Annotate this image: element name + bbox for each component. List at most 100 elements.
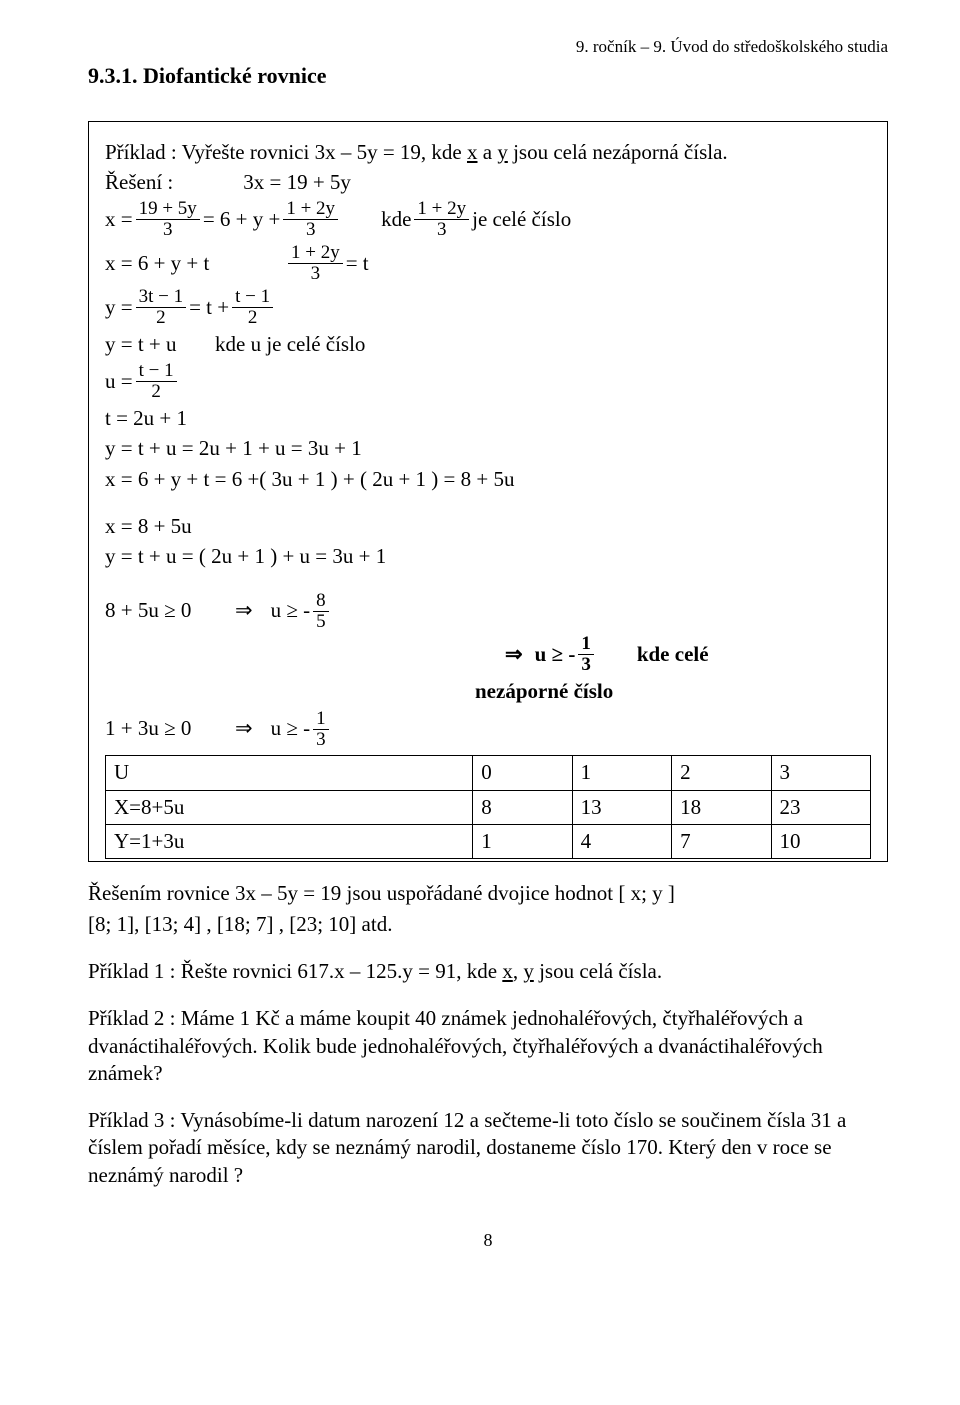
table-cell: 18 <box>672 790 771 824</box>
frac-t1-b: t − 1 2 <box>136 361 177 402</box>
table-cell: 23 <box>771 790 870 824</box>
table-cell: 3 <box>771 756 870 790</box>
solution-line-5: y = t + u kde u je celé číslo <box>105 331 871 358</box>
solution-line-9: x = 6 + y + t = 6 +( 3u + 1 ) + ( 2u + 1… <box>105 466 871 493</box>
kde: kde <box>381 206 411 233</box>
frac-13-a: 1 3 <box>578 634 594 675</box>
solution-line-3: x = 6 + y + t 1 + 2y 3 = t <box>105 243 871 284</box>
frac-3t1: 3t − 1 2 <box>136 287 187 328</box>
intro-y: y <box>497 140 508 164</box>
table-row: X=8+5u 8 13 18 23 <box>106 790 871 824</box>
kde-u: kde u je celé číslo <box>215 331 365 358</box>
frac-den: 2 <box>153 308 169 328</box>
y-mid: = t + <box>189 294 229 321</box>
ineq2-right-pre: u ≥ - <box>271 715 311 742</box>
arrow-c: ⇒ <box>235 715 253 742</box>
ex1-prefix: Příklad 1 : Řešte rovnici 617.x – 125.y … <box>88 959 502 983</box>
ex1-mid: , <box>513 959 524 983</box>
frac-85: 8 5 <box>313 591 329 632</box>
exercise-2: Příklad 2 : Máme 1 Kč a máme koupit 40 z… <box>88 1005 888 1087</box>
arrow: ⇒ <box>235 597 253 624</box>
frac-num: 1 + 2y <box>283 199 338 220</box>
worked-example-box: Příklad : Vyřešte rovnici 3x – 5y = 19, … <box>88 121 888 863</box>
u-eq: u = <box>105 368 133 395</box>
eq-t: = t <box>346 250 369 277</box>
arrow-b: ⇒ <box>505 641 523 668</box>
x2-left: x = 6 + y + t <box>105 250 285 277</box>
solution-line-2: x = 19 + 5y 3 = 6 + y + 1 + 2y 3 kde 1 +… <box>105 199 871 240</box>
eq-mid: = 6 + y + <box>203 206 281 233</box>
frac-13-b: 1 3 <box>313 709 329 750</box>
example-intro: Příklad : Vyřešte rovnici 3x – 5y = 19, … <box>105 139 871 166</box>
ineq-comb-pre: u ≥ - <box>535 641 576 668</box>
frac-num: t − 1 <box>136 361 177 382</box>
frac-den: 3 <box>313 730 329 750</box>
intro-text: Příklad : Vyřešte rovnici 3x – 5y = 19, … <box>105 140 467 164</box>
frac-num: 8 <box>313 591 329 612</box>
exercise-3: Příklad 3 : Vynásobíme-li datum narození… <box>88 1107 888 1189</box>
table-cell: 10 <box>771 825 870 859</box>
frac-num: 3t − 1 <box>136 287 187 308</box>
x-eq: x = <box>105 206 133 233</box>
exercise-1: Příklad 1 : Řešte rovnici 617.x – 125.y … <box>88 958 888 985</box>
intro-mid: a <box>478 140 498 164</box>
solution-line-7: t = 2u + 1 <box>105 405 871 432</box>
page-number: 8 <box>88 1229 888 1252</box>
inequality-2: 1 + 3u ≥ 0 ⇒ u ≥ - 1 3 <box>105 709 871 750</box>
row-label: U <box>106 756 473 790</box>
solution-line-8: y = t + u = 2u + 1 + u = 3u + 1 <box>105 435 871 462</box>
table-cell: 8 <box>473 790 572 824</box>
inequality-1: 8 + 5u ≥ 0 ⇒ u ≥ - 8 5 <box>105 591 871 632</box>
frac-den: 2 <box>245 308 261 328</box>
table-cell: 4 <box>572 825 671 859</box>
table-cell: 1 <box>572 756 671 790</box>
je-cele: je celé číslo <box>472 206 571 233</box>
table-cell: 0 <box>473 756 572 790</box>
ytu: y = t + u <box>105 331 215 358</box>
eq-line-1: 3x = 19 + 5y <box>243 169 351 196</box>
frac-den: 2 <box>148 382 164 402</box>
ineq2-left: 1 + 3u ≥ 0 <box>105 715 235 742</box>
table-cell: 1 <box>473 825 572 859</box>
solution-line-1: Řešení : 3x = 19 + 5y <box>105 169 871 196</box>
table-cell: 13 <box>572 790 671 824</box>
frac-12y-a: 1 + 2y 3 <box>283 199 338 240</box>
solution-line-10: x = 8 + 5u <box>105 513 871 540</box>
table-row: U 0 1 2 3 <box>106 756 871 790</box>
solution-line-4: y = 3t − 1 2 = t + t − 1 2 <box>105 287 871 328</box>
nezaporne: nezáporné číslo <box>475 678 871 705</box>
frac-den: 3 <box>303 220 319 240</box>
frac-den: 3 <box>160 220 176 240</box>
solution-line-6: u = t − 1 2 <box>105 361 871 402</box>
solution-pairs-2: [8; 1], [13; 4] , [18; 7] , [23; 10] atd… <box>88 911 888 938</box>
ineq1-left: 8 + 5u ≥ 0 <box>105 597 235 624</box>
y-eq: y = <box>105 294 133 321</box>
results-table: U 0 1 2 3 X=8+5u 8 13 18 23 Y=1+3u 1 4 7… <box>105 755 871 859</box>
frac-num: 1 + 2y <box>414 199 469 220</box>
frac-den: 3 <box>578 655 594 675</box>
ex1-y: y <box>523 959 534 983</box>
intro-suffix: jsou celá nezáporná čísla. <box>508 140 728 164</box>
table-row: Y=1+3u 1 4 7 10 <box>106 825 871 859</box>
frac-num: 1 <box>578 634 594 655</box>
table-cell: 2 <box>672 756 771 790</box>
frac-num: 19 + 5y <box>136 199 200 220</box>
frac-195y: 19 + 5y 3 <box>136 199 200 240</box>
ineq1-right-pre: u ≥ - <box>271 597 311 624</box>
solution-pairs-1: Řešením rovnice 3x – 5y = 19 jsou uspořá… <box>88 880 888 907</box>
frac-den: 3 <box>308 264 324 284</box>
page-header: 9. ročník – 9. Úvod do středoškolského s… <box>88 36 888 58</box>
ex1-x: x <box>502 959 513 983</box>
solution-label: Řešení : <box>105 169 173 196</box>
row-label: Y=1+3u <box>106 825 473 859</box>
ex1-suffix: jsou celá čísla. <box>534 959 662 983</box>
frac-12y-b: 1 + 2y 3 <box>414 199 469 240</box>
frac-den: 5 <box>313 612 329 632</box>
solution-line-11: y = t + u = ( 2u + 1 ) + u = 3u + 1 <box>105 543 871 570</box>
inequality-combined: ⇒ u ≥ - 1 3 kde celé <box>505 634 871 675</box>
frac-num: t − 1 <box>232 287 273 308</box>
frac-12y-c: 1 + 2y 3 <box>288 243 343 284</box>
frac-num: 1 <box>313 709 329 730</box>
frac-den: 3 <box>434 220 450 240</box>
section-title: 9.3.1. Diofantické rovnice <box>88 62 888 91</box>
